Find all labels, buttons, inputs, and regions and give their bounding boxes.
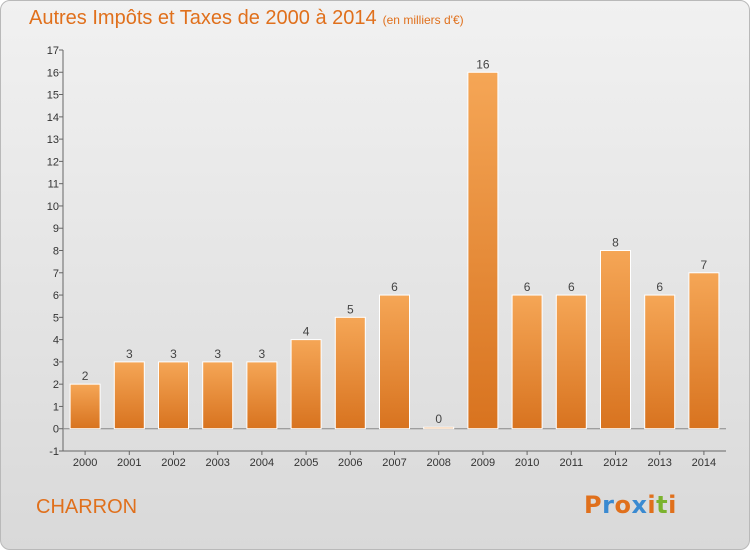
x-tick-label: 2001 (117, 457, 141, 469)
y-tick-label: 1 (53, 401, 59, 413)
bar-2002 (158, 361, 189, 430)
data-label-2004: 3 (259, 347, 266, 361)
data-label-2009: 16 (476, 57, 490, 71)
y-tick-label: 2 (53, 379, 59, 391)
bar-2010 (511, 294, 543, 430)
title-unit: (en milliers d'€) (382, 13, 464, 27)
title-text: Autres Impôts et Taxes de 2000 à 2014 (29, 7, 377, 29)
data-label-2014: 7 (701, 258, 708, 272)
data-label-2001: 3 (126, 347, 133, 361)
commune-name: CHARRON (36, 496, 138, 518)
data-label-2007: 6 (391, 280, 398, 294)
y-tick-label: -1 (49, 446, 59, 458)
y-tick-label: 3 (53, 357, 59, 369)
data-label-2013: 6 (656, 280, 663, 294)
logo-letter: r (602, 491, 615, 519)
x-tick-label: 2000 (73, 457, 97, 469)
y-tick-label: 6 (53, 290, 59, 302)
bar-2008 (423, 426, 455, 430)
x-tick-label: 2003 (205, 457, 229, 469)
data-label-2006: 5 (347, 302, 354, 316)
y-tick-label: 5 (53, 312, 59, 324)
logo-letter: i (668, 491, 677, 519)
logo-letter: i (647, 491, 657, 519)
chart-title: Autres Impôts et Taxes de 2000 à 2014 (en… (29, 7, 464, 30)
data-label-2012: 8 (612, 236, 619, 250)
bar-2006 (334, 316, 366, 430)
data-label-2005: 4 (303, 325, 310, 339)
x-tick-label: 2006 (338, 457, 362, 469)
y-tick-label: 16 (47, 67, 59, 79)
x-tick-label: 2008 (426, 457, 450, 469)
bar-2012 (600, 250, 631, 430)
x-tick-label: 2005 (294, 457, 318, 469)
y-tick-label: 11 (48, 179, 59, 191)
y-tick-label: 8 (53, 246, 59, 258)
bars: 2 3 3 3 3 4 5 6 0 16 6 6 8 6 7 (69, 57, 720, 430)
y-tick-label: 15 (47, 90, 59, 102)
y-tick-label: 17 (47, 45, 59, 57)
x-tick-label: 2011 (559, 457, 583, 469)
bar-2011 (555, 294, 587, 430)
bar-2007 (379, 294, 410, 430)
logo-letter: x (631, 491, 648, 519)
proxiti-logo[interactable]: Proxiti (584, 491, 677, 519)
bar-2014 (688, 272, 720, 430)
x-tick-label: 2013 (647, 457, 671, 469)
x-tick-label: 2012 (603, 457, 627, 469)
bar-2004 (246, 361, 278, 430)
x-tick-label: 2014 (692, 457, 716, 469)
x-tick-label: 2009 (471, 457, 495, 469)
y-tick-label: 13 (47, 134, 59, 146)
y-tick-label: 14 (47, 112, 59, 124)
data-label-2008: 0 (435, 412, 442, 426)
y-tick-label: 7 (53, 268, 59, 280)
bar-2005 (290, 339, 322, 430)
data-label-2011: 6 (568, 280, 575, 294)
y-tick-label: 0 (53, 424, 59, 436)
bar-2000 (69, 383, 101, 430)
logo-letter: t (656, 491, 669, 519)
y-tick-label: 4 (53, 335, 59, 347)
logo-letter: o (614, 491, 632, 519)
x-tick-label: 2010 (515, 457, 539, 469)
x-tick-label: 2007 (382, 457, 406, 469)
x-tick-label: 2002 (161, 457, 185, 469)
bar-2013 (644, 294, 676, 430)
y-tick-label: 9 (53, 223, 59, 235)
data-label-2003: 3 (214, 347, 221, 361)
x-tick-label: 2004 (250, 457, 274, 469)
bar-2009 (467, 71, 499, 430)
data-label-2002: 3 (170, 347, 177, 361)
bar-2003 (202, 361, 234, 430)
y-tick-label: 12 (47, 156, 59, 168)
data-label-2000: 2 (82, 369, 89, 383)
bar-2001 (113, 361, 145, 430)
y-tick-label: 10 (47, 201, 59, 213)
logo-letter: P (584, 491, 603, 519)
data-label-2010: 6 (524, 280, 531, 294)
